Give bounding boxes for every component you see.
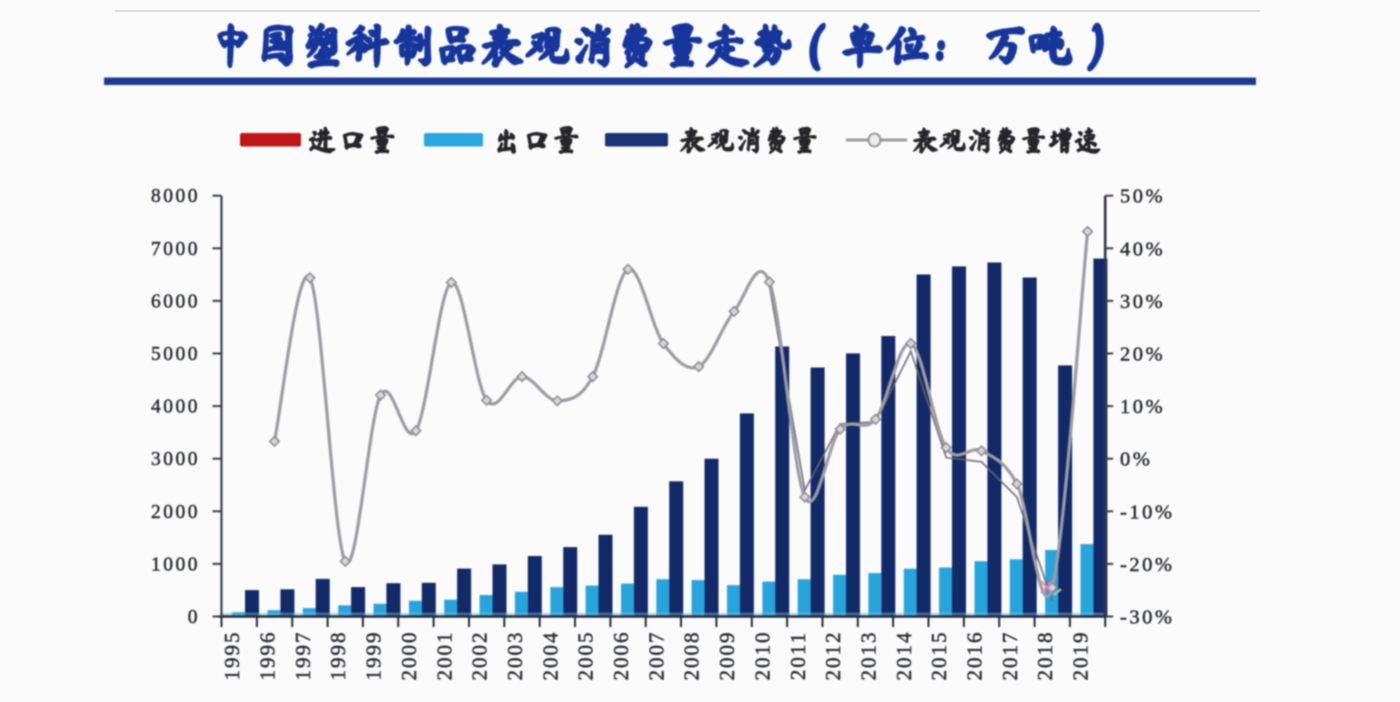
svg-text:1998: 1998 xyxy=(326,631,350,681)
svg-text:1000: 1000 xyxy=(151,554,200,575)
svg-text:8000: 8000 xyxy=(151,186,200,207)
svg-text:1999: 1999 xyxy=(362,631,386,681)
svg-text:0: 0 xyxy=(188,607,200,628)
svg-text:1996: 1996 xyxy=(256,631,280,681)
svg-text:2013: 2013 xyxy=(857,631,881,681)
svg-text:4000: 4000 xyxy=(151,397,200,418)
svg-text:10%: 10% xyxy=(1120,396,1165,418)
svg-text:2005: 2005 xyxy=(574,631,598,681)
svg-text:2019: 2019 xyxy=(1069,631,1093,681)
svg-text:6000: 6000 xyxy=(151,291,200,312)
svg-text:2008: 2008 xyxy=(680,631,704,681)
svg-text:2002: 2002 xyxy=(468,631,492,681)
svg-text:2016: 2016 xyxy=(963,631,987,681)
svg-text:2009: 2009 xyxy=(715,631,739,681)
svg-text:50%: 50% xyxy=(1120,186,1165,208)
svg-text:0%: 0% xyxy=(1120,449,1152,471)
svg-text:2004: 2004 xyxy=(538,631,562,681)
svg-text:2000: 2000 xyxy=(397,631,421,681)
svg-text:2014: 2014 xyxy=(892,631,916,681)
svg-text:40%: 40% xyxy=(1120,238,1165,260)
svg-text:2010: 2010 xyxy=(750,631,774,681)
svg-text:2003: 2003 xyxy=(503,631,527,681)
svg-text:2001: 2001 xyxy=(432,631,456,681)
svg-text:1997: 1997 xyxy=(291,631,315,681)
svg-text:2018: 2018 xyxy=(1033,631,1057,681)
svg-text:-20%: -20% xyxy=(1120,554,1174,576)
svg-text:1995: 1995 xyxy=(220,631,244,681)
svg-text:2000: 2000 xyxy=(151,502,200,523)
svg-text:20%: 20% xyxy=(1120,344,1165,366)
svg-text:2012: 2012 xyxy=(821,631,845,681)
svg-text:2011: 2011 xyxy=(786,631,810,680)
svg-text:30%: 30% xyxy=(1120,291,1165,313)
svg-text:2017: 2017 xyxy=(998,631,1022,681)
svg-text:-10%: -10% xyxy=(1120,501,1174,523)
svg-text:-30%: -30% xyxy=(1120,607,1174,629)
svg-text:3000: 3000 xyxy=(151,449,200,470)
svg-text:2015: 2015 xyxy=(927,631,951,681)
svg-text:5000: 5000 xyxy=(151,344,200,365)
svg-text:7000: 7000 xyxy=(151,239,200,260)
svg-text:2007: 2007 xyxy=(644,631,668,681)
svg-text:2006: 2006 xyxy=(609,631,633,681)
